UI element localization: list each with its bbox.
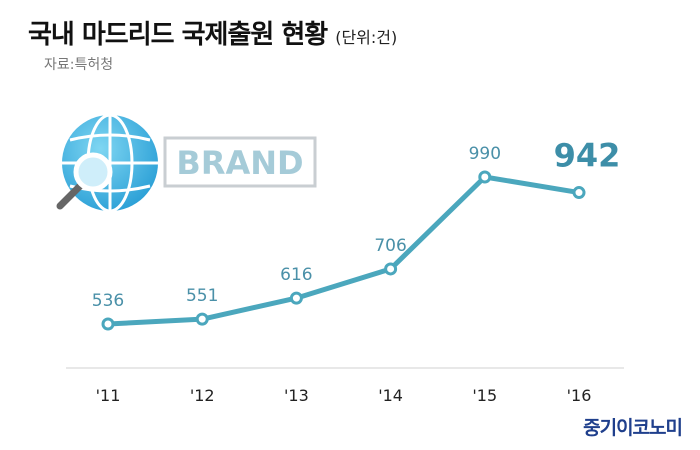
- data-label: 706: [374, 236, 406, 256]
- data-point: [384, 262, 398, 276]
- data-point: [572, 186, 586, 200]
- x-tick-label: '13: [284, 386, 309, 405]
- magnifier-icon: [56, 152, 113, 210]
- x-tick-label: '12: [190, 386, 215, 405]
- chart-title: 국내 마드리드 국제출원 현황: [28, 20, 328, 50]
- data-point: [289, 291, 303, 305]
- x-tick-label: '14: [378, 386, 403, 405]
- data-point: [195, 312, 209, 326]
- data-label-highlight: 942: [554, 137, 621, 175]
- labels-layer: 536 551 616 706 990 942: [92, 137, 621, 311]
- series-layer: [101, 170, 586, 331]
- data-label: 990: [469, 144, 501, 164]
- data-label: 536: [92, 291, 124, 311]
- title-row: 국내 마드리드 국제출원 현황 (단위:건): [28, 14, 397, 51]
- x-tick-label: '16: [567, 386, 592, 405]
- series-line: [107, 174, 580, 327]
- x-tick-label: '15: [472, 386, 497, 405]
- x-tick-label: '11: [96, 386, 121, 405]
- watermark: 중기이코노미: [583, 417, 683, 439]
- data-point: [101, 317, 115, 331]
- brand-box: BRAND: [163, 136, 317, 188]
- unit-label: (단위:건): [335, 28, 398, 47]
- ticks-layer: '11 '12 '13 '14 '15 '16: [96, 386, 592, 405]
- brand-label: BRAND: [176, 144, 303, 182]
- data-point: [478, 170, 492, 184]
- data-label: 551: [186, 286, 218, 306]
- data-label: 616: [280, 265, 312, 285]
- source-label: 자료:특허청: [44, 57, 114, 73]
